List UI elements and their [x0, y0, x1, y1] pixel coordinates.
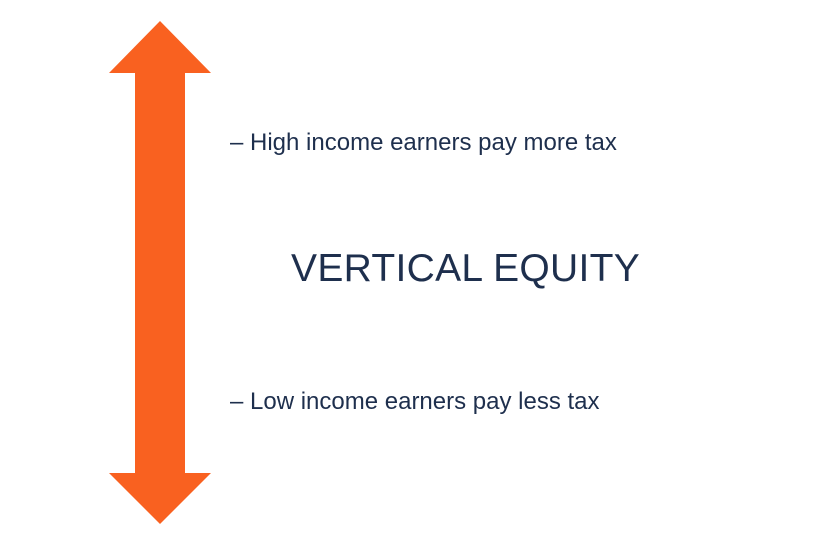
high-income-label: – High income earners pay more tax	[230, 129, 617, 156]
diagram-title: VERTICAL EQUITY	[291, 247, 641, 290]
low-income-label: – Low income earners pay less tax	[230, 388, 600, 415]
vertical-double-arrow-icon	[109, 21, 211, 524]
